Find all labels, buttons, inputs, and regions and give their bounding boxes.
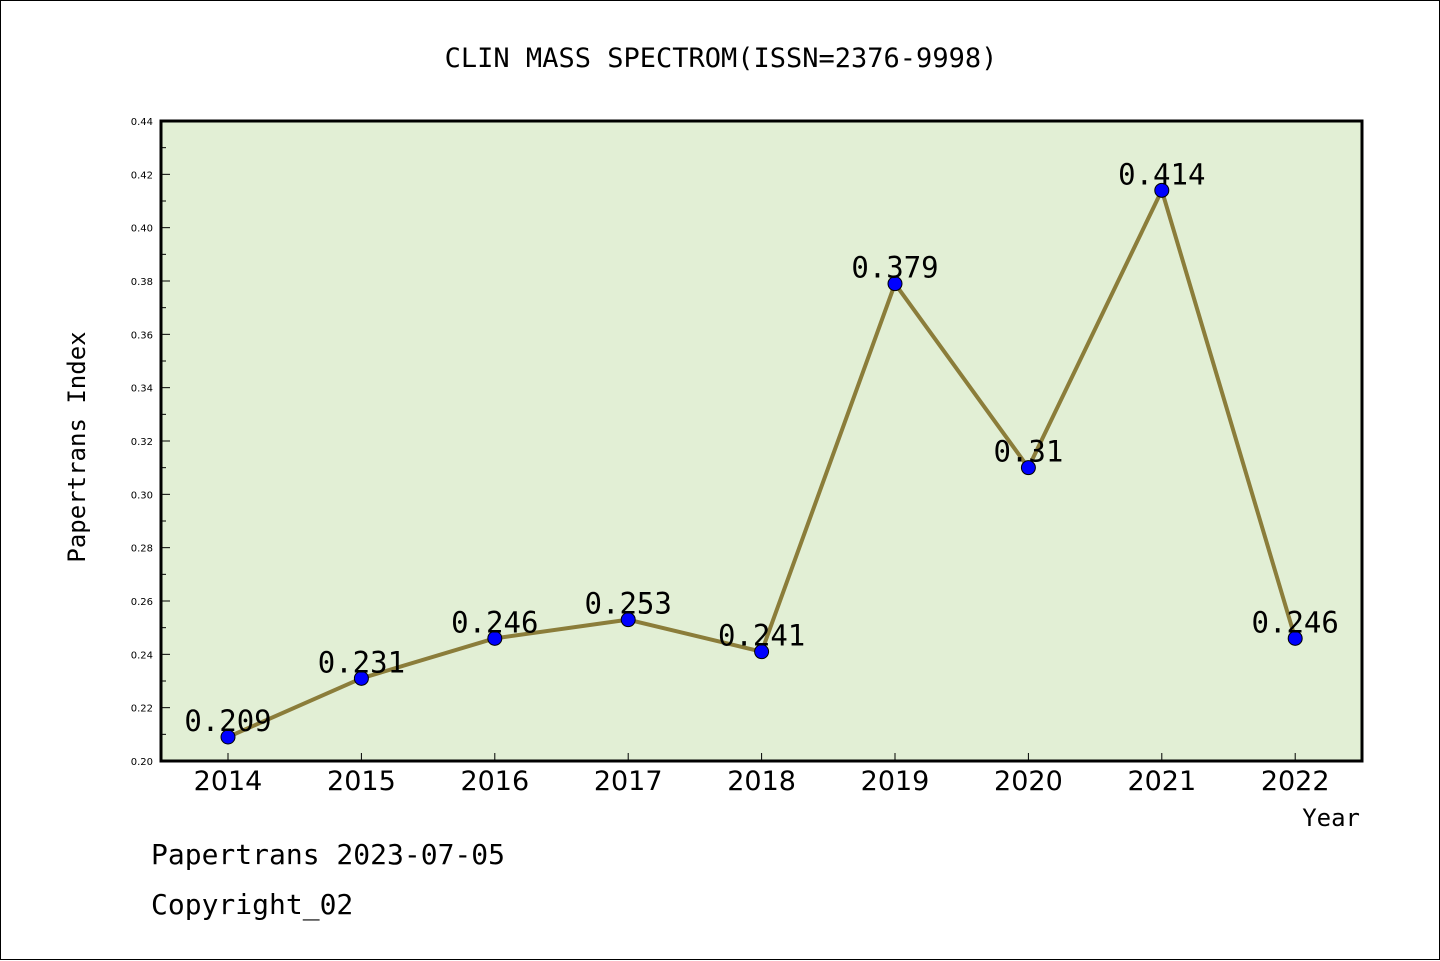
x-tick-label: 2014: [194, 766, 263, 797]
y-tick-label: 0.20: [131, 757, 153, 768]
y-axis-label: Papertrans Index: [63, 331, 91, 562]
data-labels: 0.209 0.231 0.246 0.253 0.241 0.379 0.31 0.414 0…: [184, 157, 1339, 738]
data-point: [754, 644, 770, 660]
x-axis-ticks: 2014 2015 2016 2017 2018 2019 2020 2021 2022: [194, 753, 1330, 797]
data-label: 0.253: [585, 587, 672, 621]
data-point: [487, 630, 503, 646]
y-tick-label: 0.38: [131, 277, 153, 288]
chart-title: CLIN MASS SPECTROM(ISSN=2376-9998): [445, 43, 998, 74]
y-tick-label: 0.42: [131, 170, 153, 181]
data-point: [1020, 460, 1036, 476]
y-tick-label: 0.36: [131, 330, 153, 341]
y-tick-label: 0.22: [131, 704, 153, 715]
y-tick-label: 0.44: [131, 117, 153, 128]
data-label: 0.246: [1252, 605, 1339, 639]
y-tick-label: 0.34: [131, 384, 153, 395]
x-tick-label: 2015: [327, 766, 396, 797]
x-axis-label: Year: [1302, 804, 1360, 832]
y-tick-label: 0.24: [131, 650, 153, 661]
data-label: 0.209: [184, 704, 271, 738]
x-tick-label: 2018: [727, 766, 796, 797]
data-point: [353, 670, 369, 686]
footer-date: Papertrans 2023-07-05: [151, 838, 505, 871]
x-tick-label: 2020: [994, 766, 1063, 797]
x-tick-label: 2021: [1127, 766, 1196, 797]
data-label: 0.379: [851, 251, 938, 285]
y-tick-label: 0.26: [131, 597, 153, 608]
data-point: [887, 276, 903, 292]
data-label: 0.246: [451, 605, 538, 639]
y-tick-label: 0.32: [131, 437, 153, 448]
data-point: [1154, 182, 1170, 198]
footer-copyright: Copyright_02: [151, 888, 353, 922]
data-markers: [220, 182, 1303, 745]
x-tick-label: 2019: [861, 766, 930, 797]
plot-border: [159, 119, 1364, 763]
y-tick-label: 0.40: [131, 224, 153, 235]
data-label: 0.231: [318, 645, 405, 679]
y-tick-label: 0.28: [131, 544, 153, 555]
data-label: 0.414: [1118, 157, 1205, 191]
x-tick-label: 2022: [1261, 766, 1330, 797]
y-tick-label: 0.30: [131, 490, 153, 501]
data-label: 0.241: [718, 619, 805, 653]
data-point: [1287, 630, 1303, 646]
x-tick-label: 2016: [460, 766, 529, 797]
data-label: 0.31: [993, 435, 1063, 469]
x-tick-label: 2017: [594, 766, 663, 797]
data-point: [620, 612, 636, 628]
data-point: [220, 729, 236, 745]
